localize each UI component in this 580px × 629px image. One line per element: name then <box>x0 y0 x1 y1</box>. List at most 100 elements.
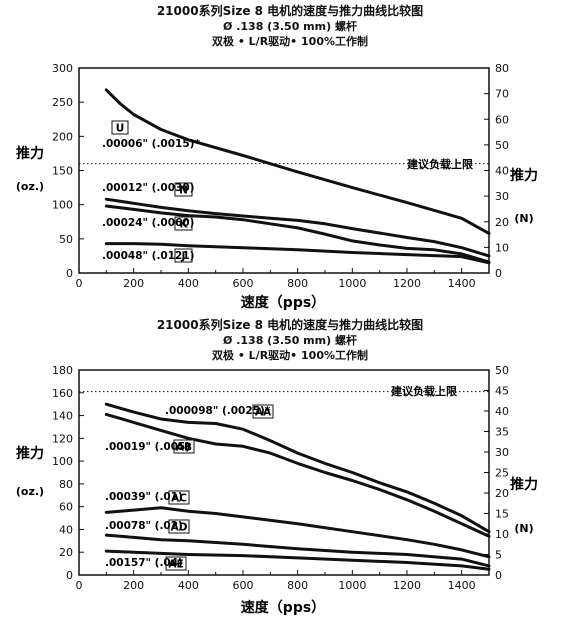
chart2-header: 21000系列Size 8 电机的速度与推力曲线比较图 Ø .138 (3.50… <box>0 318 580 363</box>
chart2-y-right-tick-label: 10 <box>495 528 509 541</box>
chart1-series-u-line <box>104 88 491 235</box>
chart1-right-axis-title: 推力 <box>510 167 538 184</box>
chart1-series-n-box <box>174 182 193 197</box>
chart2-series-ae-line <box>104 549 491 571</box>
chart1-series-k-pitch-label: .00024" (.0060) <box>102 217 194 229</box>
chart1-y-right-tick-label: 80 <box>495 62 509 75</box>
chart2-series-ac-id: AC <box>171 493 187 505</box>
chart1-left-axis-title: 推力 <box>16 145 44 162</box>
chart2-x-tick-label: 600 <box>233 579 254 592</box>
chart2-series-ab-box <box>173 439 195 454</box>
chart2-y-left-tick-label: 140 <box>52 410 73 423</box>
chart2-y-left-tick-label: 80 <box>59 478 73 491</box>
chart2-limit-label: 建议负载上限 <box>391 384 457 398</box>
chart2-series-ad-id: AD <box>171 522 188 534</box>
chart2-x-tick-label: 1400 <box>448 579 476 592</box>
chart2-series-aa-box <box>252 404 274 419</box>
chart1-series-j-pitch-label: .00048" (.0121) <box>102 250 194 262</box>
chart2-y-left-tick-label: 160 <box>52 387 73 400</box>
chart2-y-left-tick-label: 100 <box>52 455 73 468</box>
chart1-x-tick-label: 1400 <box>448 277 476 290</box>
chart1-subtitle: Ø .138 (3.50 mm) 螺杆 <box>223 20 357 33</box>
chart2-series-ae-pitch-label: .00157" (.04) <box>105 557 183 569</box>
chart2-series-ae-box <box>165 556 187 571</box>
chart1-series-u-id: U <box>116 123 125 135</box>
chart1-x-axis-title: 速度（pps） <box>241 294 325 311</box>
chart1-header: 21000系列Size 8 电机的速度与推力曲线比较图 Ø .138 (3.50… <box>0 4 580 49</box>
chart1-y-left-tick-label: 50 <box>59 233 73 246</box>
chart1-y-left-tick-label: 200 <box>52 130 73 143</box>
chart1-y-right-tick-label: 30 <box>495 190 509 203</box>
chart2-y-right-tick-label: 40 <box>495 405 509 418</box>
chart1-series-j-box <box>174 248 193 263</box>
chart1-series-k-box <box>174 216 193 231</box>
chart1-x-tick-label: 0 <box>76 277 83 290</box>
chart1-series-n-pitch-label: .00012" (.0030) <box>102 182 194 194</box>
chart2-y-right-tick-label: 5 <box>495 549 502 562</box>
chart1-y-left-tick-label: 150 <box>52 165 73 178</box>
chart2-y-right-tick-label: 15 <box>495 508 509 521</box>
chart1-x-tick-label: 800 <box>287 277 308 290</box>
chart2-y-right-tick-label: 20 <box>495 487 509 500</box>
chart2-series-ac-box <box>168 490 190 505</box>
chart1-title: 21000系列Size 8 电机的速度与推力曲线比较图 <box>156 4 424 18</box>
chart1-left-axis-unit: (oz.) <box>16 180 44 193</box>
chart2-x-axis-title: 速度（pps） <box>241 599 325 616</box>
chart1-y-right-tick-label: 60 <box>495 113 509 126</box>
chart1-drive-info: 双极 • L/R驱动• 100%工作制 <box>211 35 369 48</box>
chart2-x-tick-label: 1000 <box>338 579 366 592</box>
chart1-y-left-tick-label: 300 <box>52 62 73 75</box>
chart2-series-ab-pitch-label: .00019" (.005) <box>105 441 190 453</box>
chart2-x-tick-label: 800 <box>287 579 308 592</box>
chart2-y-right-tick-label: 0 <box>495 569 502 582</box>
chart2-series-ad-line <box>104 533 491 568</box>
chart2-y-left-tick-label: 180 <box>52 364 73 377</box>
chart2-x-tick-label: 400 <box>178 579 199 592</box>
chart2-left-axis-title: 推力 <box>16 445 44 462</box>
chart1-y-right-tick-label: 20 <box>495 216 509 229</box>
chart2-y-right-tick-label: 45 <box>495 385 509 398</box>
chart2-y-left-tick-label: 20 <box>59 546 73 559</box>
chart1-series-k-id: K <box>179 219 188 231</box>
chart1-y-left-tick-label: 250 <box>52 96 73 109</box>
chart2-series-aa-line <box>104 402 491 534</box>
chart2-y-right-tick-label: 35 <box>495 426 509 439</box>
chart1-x-tick-label: 400 <box>178 277 199 290</box>
chart1-series-n-line <box>104 197 491 258</box>
chart1-y-right-tick-label: 50 <box>495 139 509 152</box>
chart2-series-ab-id: AB <box>176 442 192 454</box>
chart2-x-tick-label: 1200 <box>393 579 421 592</box>
chart2-series-ab-line <box>104 412 491 538</box>
chart2-y-left-tick-label: 40 <box>59 523 73 536</box>
chart2-series-ae-id: AE <box>168 559 183 571</box>
chart1-x-tick-label: 1200 <box>393 277 421 290</box>
chart1-y-right-tick-label: 0 <box>495 267 502 280</box>
chart1-x-tick-label: 1000 <box>338 277 366 290</box>
chart2-series-ad-box <box>168 519 190 534</box>
chart2-series-aa-id: AA <box>255 407 272 419</box>
chart2-right-axis-title: 推力 <box>510 476 538 493</box>
chart1-x-tick-label: 600 <box>233 277 254 290</box>
chart1-series-j-id: J <box>181 251 186 263</box>
chart2-left-axis-unit: (oz.) <box>16 485 44 498</box>
chart1-series-k-line <box>104 204 491 264</box>
chart2-subtitle: Ø .138 (3.50 mm) 螺杆 <box>223 334 357 347</box>
chart1-series-u-box <box>111 120 129 135</box>
chart2-series-ac-line <box>104 506 491 559</box>
chart2-series-ac-pitch-label: .00039" (.01) <box>105 491 183 503</box>
chart2-drive-info: 双极 • L/R驱动• 100%工作制 <box>211 349 369 362</box>
chart2-y-right-tick-label: 25 <box>495 467 509 480</box>
chart1-y-left-tick-label: 0 <box>66 267 73 280</box>
chart1-y-left-tick-label: 100 <box>52 199 73 212</box>
chart2-y-right-tick-label: 50 <box>495 364 509 377</box>
chart2-y-left-tick-label: 120 <box>52 432 73 445</box>
chart2-right-axis-unit: (N) <box>514 522 533 535</box>
chart1-series-n-id: N <box>179 185 188 197</box>
chart2-series-aa-pitch-label: .000098" (.0025)* <box>165 405 271 417</box>
chart2-title: 21000系列Size 8 电机的速度与推力曲线比较图 <box>156 318 424 332</box>
chart1-plot: 推力 (oz.) 推力 (N) 速度（pps） 建议负载上限 0 200 400 60… <box>16 62 538 311</box>
chart1-right-axis-unit: (N) <box>514 212 533 225</box>
chart1-y-right-tick-label: 40 <box>495 165 509 178</box>
chart2-y-left-tick-label: 60 <box>59 501 73 514</box>
